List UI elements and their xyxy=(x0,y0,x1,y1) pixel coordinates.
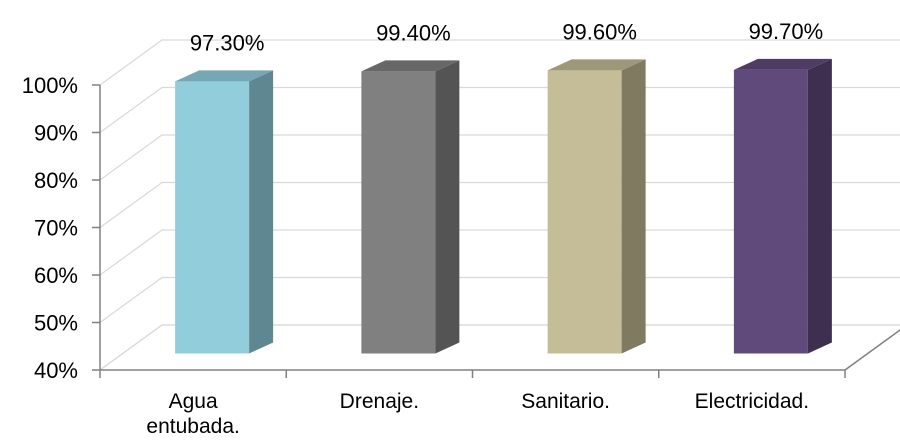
category-labels: Agua entubada. Drenaje. Sanitario. Electrici… xyxy=(146,390,809,438)
gridline xyxy=(99,229,900,276)
y-axis-ticks: 40% 50% 60% 70% 80% 90% 100% xyxy=(22,73,78,383)
data-label: 99.70% xyxy=(749,19,824,44)
y-tick-label: 60% xyxy=(34,263,78,288)
bar-front xyxy=(175,81,250,354)
category-label: Agua entubada. xyxy=(146,390,239,438)
bar xyxy=(733,58,832,354)
category-label: Drenaje. xyxy=(340,390,419,413)
gridline xyxy=(99,134,900,181)
y-tick-label: 100% xyxy=(22,73,78,98)
bar-top xyxy=(547,59,646,71)
bar-front xyxy=(361,71,436,354)
y-tick-label: 70% xyxy=(34,216,78,241)
bar-front xyxy=(547,70,622,354)
category-label: Electricidad. xyxy=(695,390,809,413)
category-label: Sanitario. xyxy=(521,390,610,413)
gridline xyxy=(99,39,900,86)
axes xyxy=(92,84,900,378)
y-tick-label: 40% xyxy=(34,358,78,383)
y-tick-label: 50% xyxy=(34,311,78,336)
bar-side xyxy=(435,60,460,354)
gridline xyxy=(99,181,900,228)
bar-side xyxy=(249,70,274,354)
bar-top xyxy=(361,60,460,72)
bar-side xyxy=(621,59,646,354)
bar-top xyxy=(733,58,832,70)
bar xyxy=(175,70,274,354)
gridlines xyxy=(99,39,900,371)
y-tick-label: 80% xyxy=(34,168,78,193)
gridline xyxy=(99,86,900,133)
bar-side xyxy=(807,58,832,354)
bar-front xyxy=(733,69,808,354)
gridline xyxy=(99,276,900,323)
y-tick-label: 90% xyxy=(34,121,78,146)
bar xyxy=(361,60,460,354)
data-label: 99.60% xyxy=(562,19,637,44)
bars xyxy=(175,58,832,354)
data-labels: 97.30% 99.40% 99.60% 99.70% xyxy=(190,19,823,55)
data-label: 99.40% xyxy=(376,20,451,45)
data-label: 97.30% xyxy=(190,30,265,55)
floor-back-edge xyxy=(99,324,900,371)
bar xyxy=(547,59,646,354)
floor-right-edge xyxy=(844,329,900,371)
bar-top xyxy=(175,70,274,82)
